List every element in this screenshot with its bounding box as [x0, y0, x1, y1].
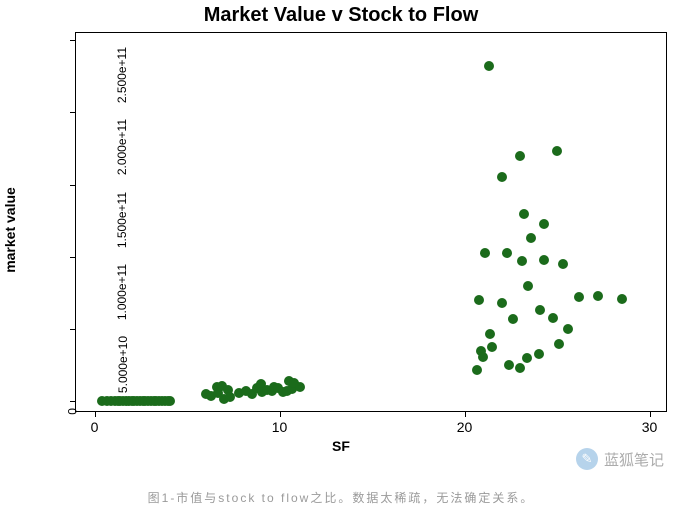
watermark-icon: ✎	[576, 448, 598, 470]
y-tick-label: 1.500e+11	[115, 192, 129, 248]
y-tick-label: 0	[66, 408, 80, 415]
x-tick	[465, 411, 466, 417]
x-tick	[280, 411, 281, 417]
y-tick-label: 2.500e+11	[115, 47, 129, 103]
scatter-point	[165, 396, 175, 406]
scatter-point	[502, 248, 512, 258]
scatter-point	[515, 363, 525, 373]
scatter-point	[504, 360, 514, 370]
scatter-point	[508, 314, 518, 324]
scatter-point	[519, 209, 529, 219]
scatter-point	[497, 298, 507, 308]
scatter-point	[522, 353, 532, 363]
scatter-point	[523, 281, 533, 291]
y-tick	[70, 40, 76, 41]
y-axis-label: market value	[2, 187, 18, 273]
scatter-point	[552, 146, 562, 156]
scatter-point	[574, 292, 584, 302]
scatter-point	[295, 382, 305, 392]
watermark-text: 蓝狐笔记	[604, 449, 664, 470]
scatter-point	[593, 291, 603, 301]
y-tick	[70, 257, 76, 258]
x-tick-label: 10	[272, 419, 288, 435]
scatter-point	[474, 295, 484, 305]
y-tick-label: 5.000e+10	[116, 336, 130, 393]
scatter-point	[517, 256, 527, 266]
scatter-point	[558, 259, 568, 269]
figure-caption: 图1-市值与stock to flow之比。数据太稀疏，无法确定关系。	[0, 489, 682, 506]
scatter-point	[563, 324, 573, 334]
scatter-point	[497, 172, 507, 182]
chart-title: Market Value v Stock to Flow	[0, 4, 682, 27]
y-tick-label: 1.000e+11	[115, 264, 129, 320]
chart-container: Market Value v Stock to Flow market valu…	[0, 0, 682, 460]
scatter-point	[480, 248, 490, 258]
y-tick	[70, 329, 76, 330]
scatter-point	[515, 151, 525, 161]
scatter-point	[472, 365, 482, 375]
scatter-point	[485, 329, 495, 339]
scatter-point	[539, 255, 549, 265]
plot-area: 010203005.000e+101.000e+111.500e+112.000…	[75, 32, 667, 412]
y-tick	[70, 112, 76, 113]
scatter-point	[548, 313, 558, 323]
scatter-point	[554, 339, 564, 349]
watermark: ✎ 蓝狐笔记	[576, 448, 664, 470]
scatter-point	[484, 61, 494, 71]
x-tick	[650, 411, 651, 417]
scatter-point	[539, 219, 549, 229]
scatter-point	[478, 352, 488, 362]
x-tick-label: 0	[91, 419, 99, 435]
y-tick-label: 2.000e+11	[115, 119, 129, 175]
scatter-point	[487, 342, 497, 352]
y-tick	[70, 401, 76, 402]
scatter-point	[526, 233, 536, 243]
scatter-point	[535, 305, 545, 315]
x-tick	[95, 411, 96, 417]
scatter-point	[534, 349, 544, 359]
x-tick-label: 30	[642, 419, 658, 435]
y-tick	[70, 185, 76, 186]
x-tick-label: 20	[457, 419, 473, 435]
scatter-point	[617, 294, 627, 304]
